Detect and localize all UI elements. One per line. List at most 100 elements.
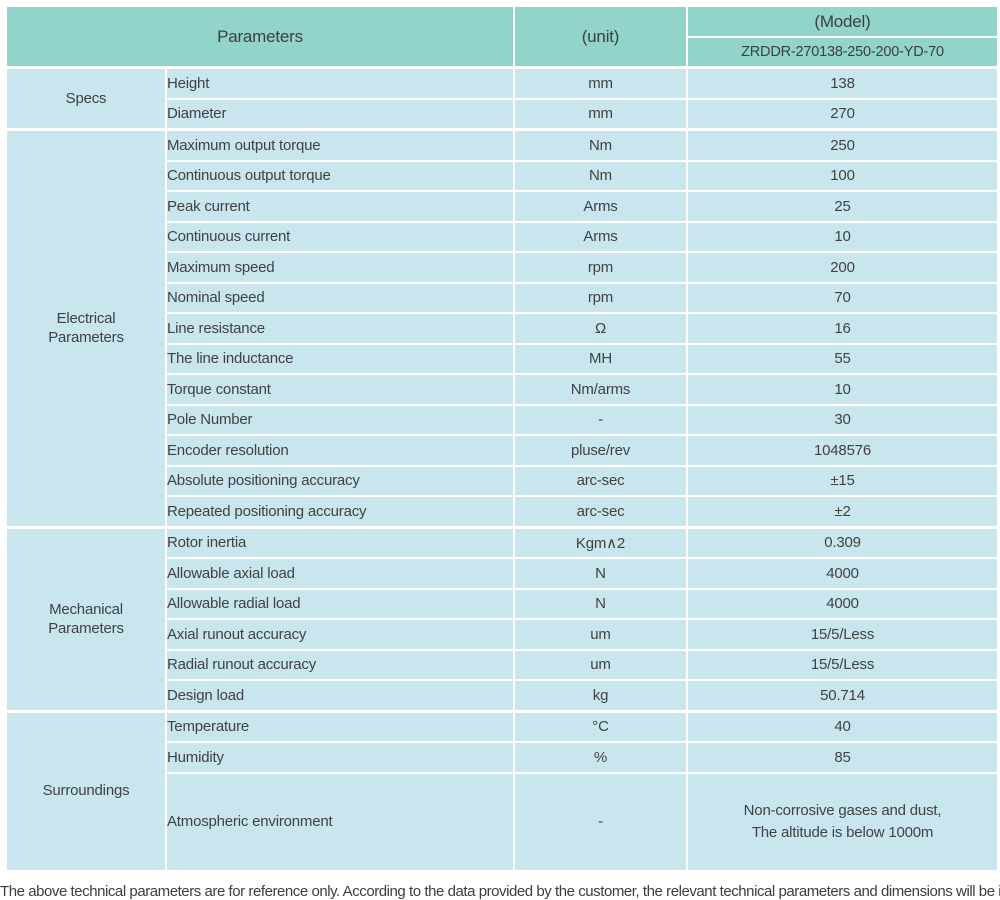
param-cell: Nominal speed xyxy=(165,281,515,314)
param-cell: Repeated positioning accuracy xyxy=(165,495,515,528)
unit-cell: Nm/arms xyxy=(513,373,688,406)
unit-cell: - xyxy=(513,771,688,872)
unit-cell: pluse/rev xyxy=(513,434,688,467)
value-cell: 4000 xyxy=(686,557,999,590)
table-header: Parameters (unit) (Model) ZRDDR-270138-2… xyxy=(5,5,999,69)
value-cell: 200 xyxy=(686,251,999,284)
table-row: Humidity % 85 xyxy=(6,741,999,774)
param-cell: Continuous output torque xyxy=(165,159,515,192)
unit-cell: kg xyxy=(513,679,688,712)
group-label-surroundings: Surroundings xyxy=(5,709,167,872)
value-cell: ±15 xyxy=(686,464,999,497)
unit-cell: um xyxy=(513,648,688,681)
table-row: Mechanical Parameters Rotor inertia Kgm∧… xyxy=(5,525,999,712)
table-row: Electrical Parameters Maximum output tor… xyxy=(5,128,999,528)
value-cell: 270 xyxy=(686,97,999,131)
unit-cell: N xyxy=(513,557,688,590)
table-row: Pole Number - 30 xyxy=(6,403,999,436)
param-cell: Diameter xyxy=(165,97,515,131)
table-row: Atmospheric environment - Non-corrosive … xyxy=(6,771,999,872)
group-label-mechanical: Mechanical Parameters xyxy=(5,525,167,712)
param-cell: Maximum output torque xyxy=(165,128,515,162)
value-cell: 15/5/Less xyxy=(686,648,999,681)
unit-cell: Nm xyxy=(513,159,688,192)
param-cell: Torque constant xyxy=(165,373,515,406)
table-row: Axial runout accuracy um 15/5/Less xyxy=(6,618,999,651)
value-cell: 250 xyxy=(686,128,999,162)
header-unit: (unit) xyxy=(513,5,688,69)
unit-cell: rpm xyxy=(513,281,688,314)
value-cell: 4000 xyxy=(686,587,999,620)
table-row: Specs Height mm 138 xyxy=(5,66,999,131)
parameter-table: Parameters (unit) (Model) ZRDDR-270138-2… xyxy=(5,5,999,872)
value-cell: 16 xyxy=(686,312,999,345)
unit-cell: - xyxy=(513,403,688,436)
param-cell: Axial runout accuracy xyxy=(165,618,515,651)
value-cell: 55 xyxy=(686,342,999,375)
param-cell: Continuous current xyxy=(165,220,515,253)
unit-cell: N xyxy=(513,587,688,620)
header-parameters: Parameters xyxy=(5,5,515,69)
unit-cell: °C xyxy=(513,709,688,743)
unit-cell: % xyxy=(513,741,688,774)
param-cell: Allowable axial load xyxy=(165,557,515,590)
value-cell: 25 xyxy=(686,190,999,223)
value-cell: 10 xyxy=(686,373,999,406)
unit-cell: um xyxy=(513,618,688,651)
unit-cell: MH xyxy=(513,342,688,375)
unit-cell: mm xyxy=(513,66,688,100)
table-row: Diameter mm 270 xyxy=(6,97,999,131)
unit-cell: Arms xyxy=(513,220,688,253)
value-cell: 15/5/Less xyxy=(686,618,999,651)
header-model: (Model) xyxy=(686,5,999,38)
param-cell: The line inductance xyxy=(165,342,515,375)
value-cell: 0.309 xyxy=(686,525,999,559)
value-cell: 70 xyxy=(686,281,999,314)
value-cell: 40 xyxy=(686,709,999,743)
footer-note: The above technical parameters are for r… xyxy=(0,882,1000,900)
table-row: Peak current Arms 25 xyxy=(6,190,999,223)
unit-cell: Arms xyxy=(513,190,688,223)
value-cell: 85 xyxy=(686,741,999,774)
param-cell: Rotor inertia xyxy=(165,525,515,559)
table-row: Absolute positioning accuracy arc-sec ±1… xyxy=(6,464,999,497)
param-cell: Radial runout accuracy xyxy=(165,648,515,681)
param-cell: Atmospheric environment xyxy=(165,771,515,872)
value-cell: 1048576 xyxy=(686,434,999,467)
value-cell: 10 xyxy=(686,220,999,253)
header-model-value: ZRDDR-270138-250-200-YD-70 xyxy=(686,36,999,69)
unit-cell: arc-sec xyxy=(513,464,688,497)
param-cell: Line resistance xyxy=(165,312,515,345)
unit-cell: rpm xyxy=(513,251,688,284)
table-row: Torque constant Nm/arms 10 xyxy=(6,373,999,406)
param-cell: Height xyxy=(165,66,515,100)
param-cell: Humidity xyxy=(165,741,515,774)
param-cell: Design load xyxy=(165,679,515,712)
table-row: Maximum speed rpm 200 xyxy=(6,251,999,284)
table-row: Design load kg 50.714 xyxy=(6,679,999,712)
unit-cell: Ω xyxy=(513,312,688,345)
param-cell: Maximum speed xyxy=(165,251,515,284)
param-cell: Peak current xyxy=(165,190,515,223)
unit-cell: arc-sec xyxy=(513,495,688,528)
value-cell: 100 xyxy=(686,159,999,192)
unit-cell: Kgm∧2 xyxy=(513,525,688,559)
table-row: Encoder resolution pluse/rev 1048576 xyxy=(6,434,999,467)
value-cell: 30 xyxy=(686,403,999,436)
group-label-electrical: Electrical Parameters xyxy=(5,128,167,528)
value-cell: 138 xyxy=(686,66,999,100)
param-cell: Temperature xyxy=(165,709,515,743)
param-cell: Allowable radial load xyxy=(165,587,515,620)
unit-cell: mm xyxy=(513,97,688,131)
table-row: Continuous current Arms 10 xyxy=(6,220,999,253)
param-cell: Encoder resolution xyxy=(165,434,515,467)
value-cell: Non-corrosive gases and dust, The altitu… xyxy=(686,771,999,872)
table-row: Surroundings Temperature °C 40 xyxy=(5,709,999,872)
value-cell: ±2 xyxy=(686,495,999,528)
value-cell: 50.714 xyxy=(686,679,999,712)
table-row: Line resistance Ω 16 xyxy=(6,312,999,345)
table-row: The line inductance MH 55 xyxy=(6,342,999,375)
table-row: Continuous output torque Nm 100 xyxy=(6,159,999,192)
param-cell: Absolute positioning accuracy xyxy=(165,464,515,497)
